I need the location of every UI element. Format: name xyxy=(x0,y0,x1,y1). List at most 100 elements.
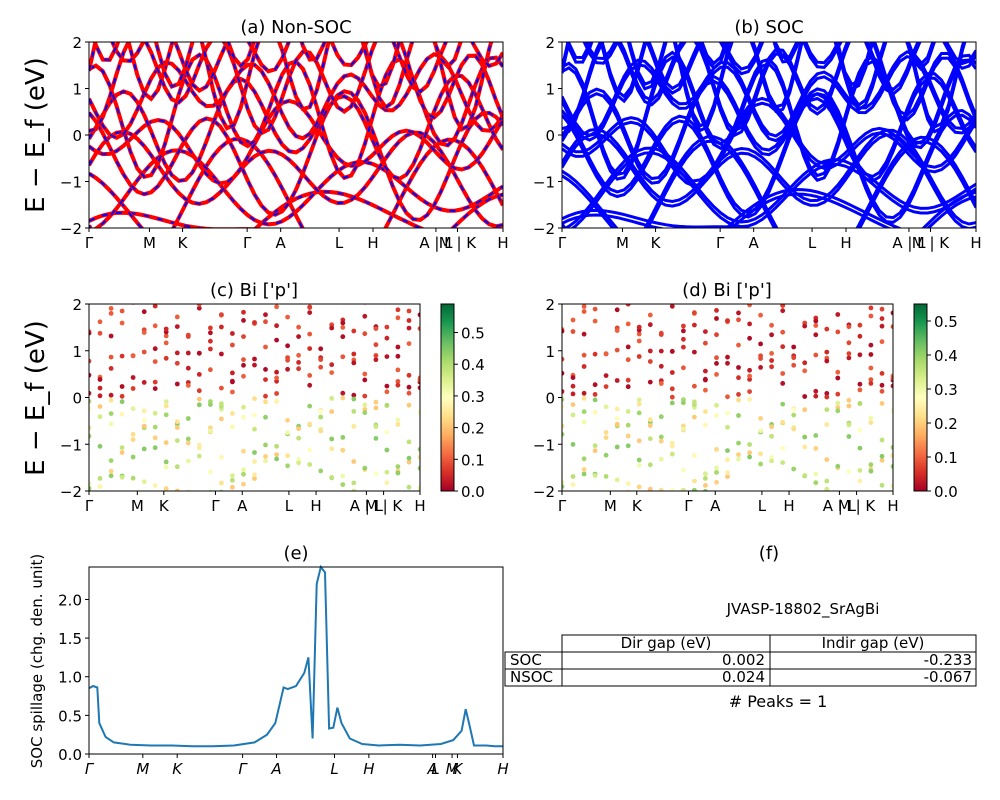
projection-point xyxy=(736,261,741,266)
projection-point xyxy=(791,291,796,296)
projection-point xyxy=(592,382,598,388)
projection-point xyxy=(714,332,719,338)
projection-point xyxy=(813,388,819,394)
projection-point xyxy=(846,355,852,361)
projection-point xyxy=(384,402,390,408)
projection-point xyxy=(614,477,620,483)
projection-point xyxy=(890,324,893,330)
band-line-blue xyxy=(562,190,976,228)
panel-a-title: (a) Non-SOC xyxy=(240,17,351,38)
projection-point xyxy=(562,328,565,334)
projection-point xyxy=(241,448,246,454)
projection-point xyxy=(340,528,345,533)
projection-point xyxy=(373,326,379,331)
panel-c-kpoint-label: K xyxy=(159,497,170,515)
projection-point xyxy=(130,353,136,358)
projection-point xyxy=(581,352,587,358)
projection-point xyxy=(780,530,785,535)
projection-point xyxy=(879,382,885,388)
projection-point xyxy=(174,488,180,491)
projection-point xyxy=(252,426,257,432)
panel-e-ytick-label: 2.0 xyxy=(58,591,82,609)
projection-point xyxy=(658,456,664,462)
projection-point xyxy=(846,340,852,346)
projection-point xyxy=(285,269,290,274)
projection-point xyxy=(625,304,631,307)
panel-a-kpoint-label: H xyxy=(497,234,508,252)
panel-c-kpoint-label: A | L xyxy=(350,497,384,515)
projection-point xyxy=(780,519,785,524)
projection-point xyxy=(747,335,752,341)
projection-point xyxy=(417,454,420,460)
projection-point xyxy=(219,480,224,486)
panel-d-ytick-label: 2 xyxy=(545,296,555,314)
projection-point xyxy=(703,329,708,334)
projection-point xyxy=(152,483,158,488)
panel-d-kpoint-label: Γ xyxy=(684,497,693,515)
projection-point xyxy=(582,525,587,530)
projection-point xyxy=(329,409,335,414)
projection-point xyxy=(637,268,642,273)
projection-point xyxy=(791,412,797,418)
projection-point xyxy=(703,387,708,393)
projection-point xyxy=(252,320,257,325)
panel-c-ytick-label: −2 xyxy=(60,483,82,501)
projection-point xyxy=(813,526,818,531)
projection-point xyxy=(208,469,213,475)
projection-point xyxy=(274,304,279,310)
projection-point xyxy=(185,416,191,421)
projection-point xyxy=(274,452,279,457)
projection-point xyxy=(758,267,763,272)
projection-point xyxy=(208,489,213,491)
projection-point xyxy=(802,394,808,399)
projection-point xyxy=(681,467,686,473)
band-line-blue xyxy=(565,42,936,91)
panel-b-kpoint-label: A xyxy=(749,234,760,252)
projection-point xyxy=(769,530,774,535)
projection-point xyxy=(736,342,741,348)
projection-point xyxy=(108,468,114,474)
projection-point xyxy=(714,465,719,471)
projection-point xyxy=(219,385,224,391)
projection-point xyxy=(736,413,741,418)
projection-point xyxy=(791,344,797,350)
projection-point xyxy=(570,383,576,389)
projection-point xyxy=(880,505,885,510)
panel-e-kpoint-label: L xyxy=(330,760,338,778)
projection-point xyxy=(714,372,719,377)
projection-point xyxy=(857,427,863,433)
projection-point xyxy=(219,416,224,422)
projection-point xyxy=(296,527,301,532)
projection-point xyxy=(120,297,125,302)
projection-point xyxy=(263,458,268,464)
projection-point xyxy=(603,489,609,491)
panel-a-ytick-label: 0 xyxy=(72,127,82,145)
projection-point xyxy=(241,467,246,473)
projection-point xyxy=(329,436,335,442)
projection-point xyxy=(318,346,324,352)
projection-point xyxy=(152,379,158,385)
projection-point xyxy=(681,336,686,342)
projection-point xyxy=(351,265,356,270)
projection-point xyxy=(340,325,346,330)
panel-b-kpoint-label: K xyxy=(651,234,662,252)
projection-point xyxy=(263,414,268,420)
table-header-indir: Indir gap (eV) xyxy=(822,634,925,652)
projection-point xyxy=(824,486,830,491)
projection-point xyxy=(658,363,664,369)
projection-point xyxy=(570,329,576,334)
projection-point xyxy=(230,411,235,416)
projection-point xyxy=(703,377,708,383)
projection-point xyxy=(219,454,224,460)
projection-point xyxy=(175,525,180,530)
projection-point xyxy=(384,429,390,435)
panel-a-kpoint-label: K xyxy=(178,234,189,252)
band-line-blue xyxy=(562,101,976,188)
table-cell: 0.024 xyxy=(722,668,765,686)
projection-point xyxy=(835,405,841,410)
projection-point xyxy=(669,451,675,457)
projection-point xyxy=(769,322,774,328)
projection-point xyxy=(406,439,412,445)
projection-point xyxy=(141,423,147,429)
projection-point xyxy=(669,440,675,446)
